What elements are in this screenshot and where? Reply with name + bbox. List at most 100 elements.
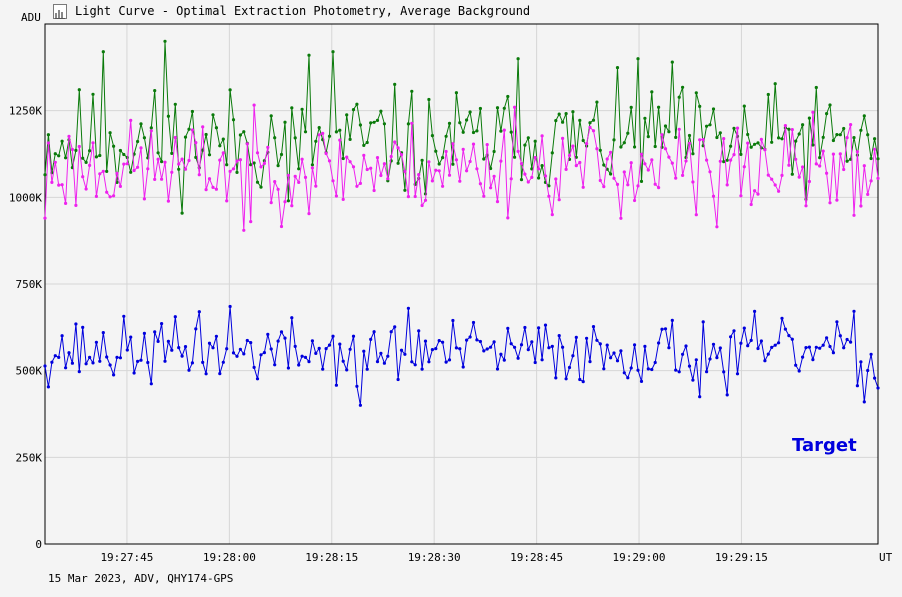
data-point xyxy=(321,131,325,135)
data-point xyxy=(677,370,681,374)
data-point xyxy=(372,120,376,124)
data-point xyxy=(430,179,434,183)
data-point xyxy=(612,138,616,142)
data-point xyxy=(382,162,386,166)
data-point xyxy=(869,156,873,161)
data-point xyxy=(163,359,167,363)
data-point xyxy=(694,91,698,95)
data-point xyxy=(279,224,284,229)
data-point xyxy=(430,348,434,352)
data-point xyxy=(218,144,222,148)
y-tick-label: 250K xyxy=(16,451,43,464)
data-point xyxy=(437,169,441,173)
data-point xyxy=(478,339,482,344)
data-point xyxy=(259,185,263,189)
data-point xyxy=(382,122,386,126)
data-point xyxy=(314,184,318,188)
data-point xyxy=(835,133,839,137)
data-point xyxy=(561,120,565,124)
data-point xyxy=(160,322,164,326)
data-point xyxy=(194,327,198,331)
data-point xyxy=(214,187,218,191)
data-point xyxy=(112,373,116,377)
data-point xyxy=(375,156,380,160)
data-point xyxy=(684,159,688,163)
data-point xyxy=(698,104,702,108)
data-point xyxy=(249,341,253,345)
data-point xyxy=(118,148,122,153)
data-point xyxy=(708,170,712,174)
data-point xyxy=(643,162,647,166)
data-point xyxy=(136,139,140,144)
data-point xyxy=(273,363,277,367)
data-point xyxy=(201,360,205,364)
data-point xyxy=(396,146,400,150)
data-point xyxy=(561,345,565,349)
data-point xyxy=(218,372,222,376)
data-point xyxy=(876,176,880,180)
data-point xyxy=(732,329,736,333)
data-point xyxy=(420,203,424,208)
data-point xyxy=(468,159,472,164)
data-point xyxy=(423,198,428,202)
data-point xyxy=(334,383,338,387)
data-point xyxy=(74,203,78,207)
data-point xyxy=(427,160,431,164)
x-tick-label: 19:28:45 xyxy=(510,551,563,564)
data-point xyxy=(588,121,592,125)
data-point xyxy=(578,377,582,382)
data-point xyxy=(207,341,212,345)
data-point xyxy=(667,130,671,134)
data-point xyxy=(739,341,743,345)
data-point xyxy=(57,355,61,359)
data-point xyxy=(341,197,345,201)
data-point xyxy=(831,152,836,156)
data-point xyxy=(348,160,352,164)
data-point xyxy=(252,103,256,107)
data-point xyxy=(831,138,836,143)
data-point xyxy=(825,336,829,340)
data-point xyxy=(732,126,736,130)
data-point xyxy=(64,201,68,205)
data-point xyxy=(406,195,410,199)
data-point xyxy=(639,179,644,183)
data-point xyxy=(787,334,791,338)
data-point xyxy=(526,136,530,140)
data-point xyxy=(725,158,729,162)
data-point xyxy=(50,360,54,364)
data-point xyxy=(801,165,805,169)
data-point xyxy=(228,88,232,92)
data-point xyxy=(362,153,366,157)
data-point xyxy=(677,127,681,131)
data-point xyxy=(866,192,870,196)
data-point xyxy=(471,130,476,135)
data-point xyxy=(495,367,500,371)
data-point xyxy=(351,334,356,338)
data-point xyxy=(266,332,270,336)
data-point xyxy=(845,337,849,342)
data-point xyxy=(355,384,359,388)
light-curve-chart-icon[interactable] xyxy=(53,4,67,19)
data-point xyxy=(461,365,465,369)
plot-frame xyxy=(44,23,879,545)
data-point xyxy=(550,344,554,348)
data-point xyxy=(204,132,208,137)
data-point xyxy=(801,123,805,127)
data-point xyxy=(876,157,880,161)
data-point xyxy=(862,114,866,118)
data-point xyxy=(255,151,260,155)
data-point xyxy=(173,102,177,106)
data-point xyxy=(393,82,397,86)
data-point xyxy=(375,118,380,122)
data-point xyxy=(297,167,301,171)
data-point xyxy=(523,143,527,147)
data-point xyxy=(602,367,606,371)
data-point xyxy=(324,347,328,351)
data-point xyxy=(574,155,578,159)
data-point xyxy=(492,149,496,154)
data-point xyxy=(153,89,157,93)
data-point xyxy=(715,135,719,140)
data-point xyxy=(547,184,551,188)
data-point xyxy=(362,349,366,353)
data-point xyxy=(365,140,369,145)
